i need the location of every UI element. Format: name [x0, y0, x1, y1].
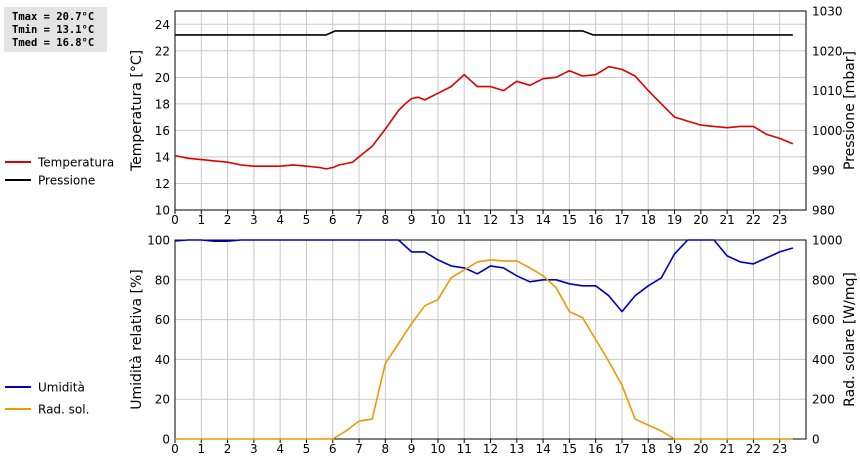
panel1-x-tick-label: 17 — [614, 213, 629, 227]
panel2-y-left-tick-label: 20 — [155, 393, 170, 407]
panel2-y-left-tick-label: 60 — [155, 313, 170, 327]
panel1-x-tick-label: 1 — [197, 213, 205, 227]
tmax-text: Tmax = 20.7°C — [12, 11, 95, 23]
panel2-x-tick-label: 1 — [197, 442, 205, 456]
panel2-x-tick-label: 10 — [430, 442, 445, 456]
panel1-series-2-line — [175, 30, 793, 36]
stats-box: Tmax = 20.7°C Tmin = 13.1°C Tmed = 16.8°… — [4, 7, 107, 52]
panel2-x-tick-label: 3 — [250, 442, 258, 456]
panel2-x-tick-label: 6 — [329, 442, 337, 456]
panel1-legend-label-1: Temperatura — [37, 156, 114, 170]
panel2-y-left-label: Umidità relativa [%] — [129, 269, 145, 410]
panel2-y-left-tick-label: 0 — [162, 433, 170, 447]
panel1-y-left-label: Temperatura [°C] — [129, 50, 145, 172]
panel1-x-tick-label: 12 — [483, 213, 498, 227]
panel1-x-tick-label: 23 — [772, 213, 787, 227]
panel2-x-tick-label: 23 — [772, 442, 787, 456]
panel2-x-tick-label: 22 — [746, 442, 761, 456]
panel2-y-left-tick-label: 80 — [155, 273, 170, 287]
panel2-x-tick-label: 15 — [562, 442, 577, 456]
tmed-text: Tmed = 16.8°C — [12, 37, 95, 49]
panel1-y-right-tick-label: 1010 — [812, 84, 843, 98]
panel2-y-left-tick-label: 100 — [147, 234, 170, 248]
panel2-plot-frame — [174, 239, 807, 440]
panel1-y-right-tick-label: 1020 — [812, 44, 843, 58]
panel2-x-tick-label: 19 — [667, 442, 682, 456]
panel1-x-tick-label: 15 — [562, 213, 577, 227]
panel1-x-tick-label: 0 — [171, 213, 179, 227]
panel2-legend-label-2: Rad. sol. — [38, 403, 89, 417]
panel1-y-left-tick-label: 18 — [155, 97, 170, 111]
panel2-y-right-tick-label: 800 — [812, 273, 835, 287]
panel2-series-2-line — [175, 259, 793, 440]
panel2-y-right-tick-label: 600 — [812, 313, 835, 327]
panel2-y-right-tick-label: 200 — [812, 393, 835, 407]
panel1-y-left-tick-label: 20 — [155, 71, 170, 85]
panel2-x-tick-label: 12 — [483, 442, 498, 456]
panel1-x-tick-label: 21 — [719, 213, 734, 227]
panel1-series-1-line — [174, 65, 794, 170]
panel2-legend-label-1: Umidità — [38, 381, 85, 395]
panel1-x-tick-label: 11 — [457, 213, 472, 227]
panel1-y-right-tick-label: 1000 — [812, 124, 843, 138]
panel1-x-tick-label: 8 — [382, 213, 390, 227]
panel2-y-right-tick-label: 0 — [812, 433, 820, 447]
panel2-x-tick-label: 5 — [303, 442, 311, 456]
tmin-text: Tmin = 13.1°C — [12, 24, 95, 36]
panel2-x-tick-label: 16 — [588, 442, 603, 456]
panel2-y-right-tick-label: 1000 — [812, 234, 843, 248]
panel1-y-right-tick-label: 980 — [812, 204, 835, 218]
panel1-x-tick-label: 20 — [693, 213, 708, 227]
panel1-x-tick-label: 2 — [224, 213, 232, 227]
panel1-x-tick-label: 14 — [535, 213, 550, 227]
panel2-x-tick-label: 17 — [614, 442, 629, 456]
panel2-x-tick-label: 21 — [719, 442, 734, 456]
panel1-y-right-tick-label: 990 — [812, 164, 835, 178]
panel1-x-tick-label: 6 — [329, 213, 337, 227]
panel1-y-right-tick-label: 1030 — [812, 5, 843, 19]
panel2-x-tick-label: 11 — [457, 442, 472, 456]
panel1-x-tick-label: 7 — [355, 213, 363, 227]
panel1-y-right-label: Pressione [mbar] — [842, 51, 858, 170]
panel2-y-right-label: Rad. solare [W/mq] — [842, 272, 858, 407]
panel2-x-tick-label: 18 — [641, 442, 656, 456]
panel2-x-tick-label: 0 — [171, 442, 179, 456]
panel1-plot-frame — [174, 10, 807, 211]
panel2-x-tick-label: 7 — [355, 442, 363, 456]
panel2-series-1-line — [174, 239, 794, 313]
panel2-x-tick-label: 8 — [382, 442, 390, 456]
panel2-x-tick-label: 14 — [535, 442, 550, 456]
panel1-x-tick-label: 22 — [746, 213, 761, 227]
panel1-y-left-tick-label: 10 — [155, 204, 170, 218]
panel1-y-left-tick-label: 14 — [155, 150, 170, 164]
panel2-x-tick-label: 20 — [693, 442, 708, 456]
panel2-x-tick-label: 2 — [224, 442, 232, 456]
panel1-y-left-tick-label: 24 — [155, 18, 170, 32]
panel1-x-tick-label: 16 — [588, 213, 603, 227]
panel1-x-tick-label: 13 — [509, 213, 524, 227]
panel2-y-left-tick-label: 40 — [155, 353, 170, 367]
panel1-x-tick-label: 18 — [641, 213, 656, 227]
panel1-x-tick-label: 9 — [408, 213, 416, 227]
panel1-x-tick-label: 5 — [303, 213, 311, 227]
panel1-y-left-tick-label: 12 — [155, 177, 170, 191]
panel1-y-left-tick-label: 16 — [155, 124, 170, 138]
panel1-x-tick-label: 19 — [667, 213, 682, 227]
panel1-legend-label-2: Pressione — [38, 174, 95, 188]
panel2-x-tick-label: 13 — [509, 442, 524, 456]
panel1-x-tick-label: 4 — [276, 213, 284, 227]
panel1-x-tick-label: 3 — [250, 213, 258, 227]
panel2-x-tick-label: 9 — [408, 442, 416, 456]
panel1-x-tick-label: 10 — [430, 213, 445, 227]
panel1-y-left-tick-label: 22 — [155, 44, 170, 58]
panel2-x-tick-label: 4 — [276, 442, 284, 456]
panel2-y-right-tick-label: 400 — [812, 353, 835, 367]
